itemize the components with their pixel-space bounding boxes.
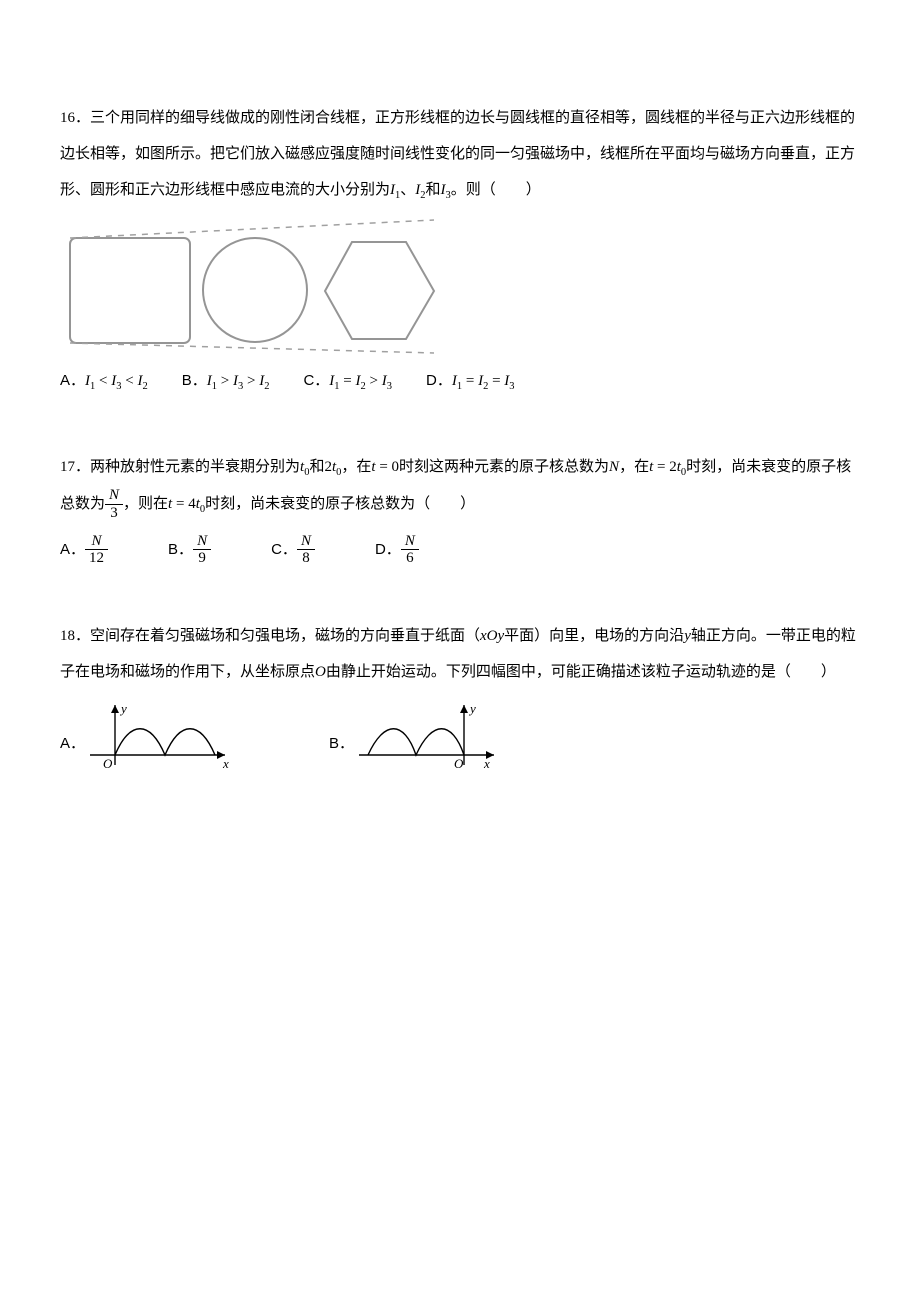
x-label: x — [222, 756, 229, 771]
q16-shapes-svg — [60, 218, 455, 363]
q17-frac1-num: N — [105, 487, 123, 505]
hexagon-icon — [325, 242, 434, 339]
q17-zero: 0 — [392, 459, 400, 475]
q17-c: 时刻这两种元素的原子核总数为 — [399, 459, 609, 475]
option-expression: I1 > I3 > I2 — [207, 363, 270, 399]
option-label: B — [168, 532, 193, 568]
q17-d: ，在 — [619, 459, 649, 475]
q16-number: 16 — [60, 110, 75, 126]
q17-N: N — [609, 459, 619, 475]
q18-y: y — [684, 628, 691, 644]
q17-a: ．两种放射性元素的半衰期分别为 — [75, 459, 300, 475]
q18-option-a: A x y O — [60, 700, 235, 789]
option-fraction: N9 — [193, 533, 211, 567]
q16-and: 和 — [426, 182, 441, 198]
circle-icon — [203, 238, 307, 342]
q17-option-c: CN8 — [271, 532, 315, 568]
option-label: A — [60, 363, 85, 399]
option-expression: I1 = I2 > I3 — [329, 363, 392, 399]
q16-stem: 16．三个用同样的细导线做成的刚性闭合线框，正方形线框的边长与圆线框的直径相等，… — [60, 100, 860, 208]
q18-a: ．空间存在着匀强磁场和匀强电场，磁场的方向垂直于纸面（ — [75, 628, 480, 644]
q18-figure-b: x y O — [354, 700, 504, 789]
q17-two: 2 — [324, 459, 332, 475]
option-expression: I1 = I2 = I3 — [452, 363, 515, 399]
y-arrow-icon — [460, 705, 468, 713]
q16-option-c: C I1 = I2 > I3 — [303, 363, 392, 399]
option-expression: I1 < I3 < I2 — [85, 363, 148, 399]
q18-stem: 18．空间存在着匀强磁场和匀强电场，磁场的方向垂直于纸面（xOy平面）向里，电场… — [60, 618, 860, 690]
q17-option-d: DN6 — [375, 532, 419, 568]
q16-options: A I1 < I3 < I2 B I1 > I3 > I2 C I1 = I2 > … — [60, 363, 860, 409]
q17-and1: 和 — [309, 459, 324, 475]
q18-options: A x y O B — [60, 700, 860, 799]
q18-opt-b-label: B — [329, 726, 354, 762]
q18-svg-b: x y O — [354, 700, 504, 775]
y-label: y — [119, 701, 127, 716]
q18-number: 18 — [60, 628, 75, 644]
q18-figure-a: x y O — [85, 700, 235, 789]
q16-option-b: B I1 > I3 > I2 — [182, 363, 270, 399]
x-label: x — [483, 756, 490, 771]
origin-label: O — [454, 756, 464, 771]
square-icon — [70, 238, 190, 343]
q18-xoy: xOy — [480, 628, 504, 644]
y-label: y — [468, 701, 476, 716]
q18-d: 由静止开始运动。下列四幅图中，可能正确描述该粒子运动轨迹的是（ ） — [326, 664, 836, 680]
q17-frac1: N3 — [105, 487, 123, 521]
option-label: D — [375, 532, 401, 568]
dashed-top — [70, 220, 434, 238]
question-18: 18．空间存在着匀强磁场和匀强电场，磁场的方向垂直于纸面（xOy平面）向里，电场… — [60, 618, 860, 799]
option-fraction: N6 — [401, 533, 419, 567]
y-arrow-icon — [111, 705, 119, 713]
option-label: A — [60, 532, 85, 568]
q17-stem: 17．两种放射性元素的半衰期分别为t0和2t0，在t = 0时刻这两种元素的原子… — [60, 449, 860, 521]
q16-stem-b: 。则（ ） — [451, 182, 541, 198]
q16-figure — [60, 218, 860, 363]
q16-option-a: A I1 < I3 < I2 — [60, 363, 148, 399]
q18-b: 平面）向里，电场的方向沿 — [504, 628, 684, 644]
option-fraction: N8 — [297, 533, 315, 567]
q17-option-a: AN12 — [60, 532, 108, 568]
q17-option-b: BN9 — [168, 532, 211, 568]
option-fraction: N12 — [85, 533, 108, 567]
q17-four: 4 — [188, 496, 196, 512]
option-label: D — [426, 363, 452, 399]
origin-label: O — [103, 756, 113, 771]
q18-svg-a: x y O — [85, 700, 235, 775]
trajectory-curve — [368, 729, 464, 755]
q17-number: 17 — [60, 459, 75, 475]
q16-option-d: D I1 = I2 = I3 — [426, 363, 515, 399]
trajectory-curve — [115, 729, 215, 755]
q16-sep1: 、 — [400, 182, 415, 198]
q17-two2: 2 — [669, 459, 677, 475]
q18-option-b: B x y O — [329, 700, 504, 789]
q18-O: O — [315, 664, 326, 680]
option-label: B — [182, 363, 207, 399]
q17-f: ，则在 — [123, 496, 168, 512]
q17-frac1-den: 3 — [105, 505, 123, 522]
q17-g: 时刻，尚未衰变的原子核总数为（ ） — [205, 496, 475, 512]
q17-b: ，在 — [341, 459, 371, 475]
q18-opt-a-label: A — [60, 726, 85, 762]
option-label: C — [303, 363, 329, 399]
dashed-bottom — [70, 343, 434, 353]
question-16: 16．三个用同样的细导线做成的刚性闭合线框，正方形线框的边长与圆线框的直径相等，… — [60, 100, 860, 409]
question-17: 17．两种放射性元素的半衰期分别为t0和2t0，在t = 0时刻这两种元素的原子… — [60, 449, 860, 577]
q17-options: AN12 BN9 CN8 DN6 — [60, 532, 860, 578]
option-label: C — [271, 532, 297, 568]
